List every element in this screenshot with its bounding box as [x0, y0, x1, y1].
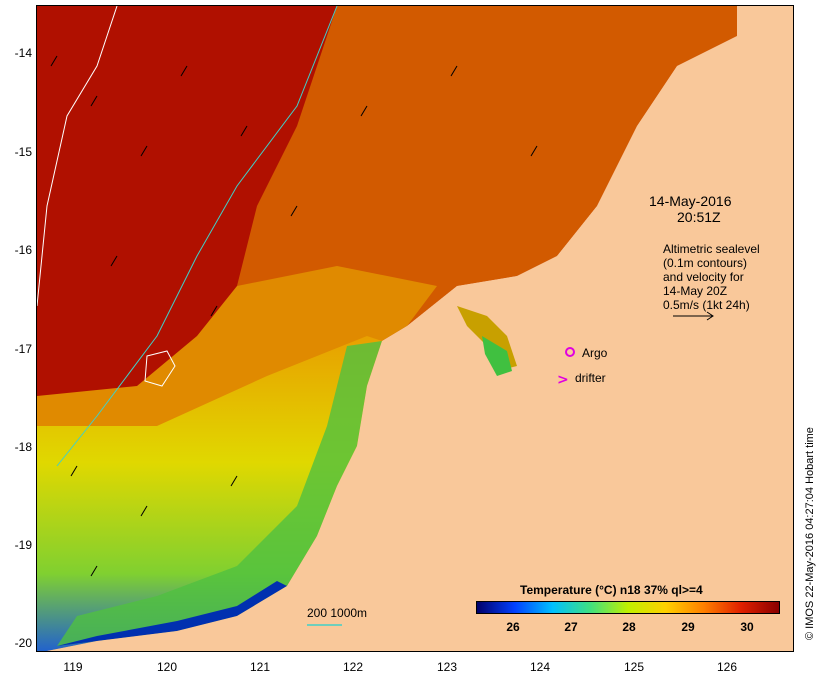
depth-legend-label: 200 1000m: [307, 606, 368, 620]
drifter-marker: >: [557, 372, 569, 388]
altimetry-note-2: (0.1m contours): [663, 256, 748, 270]
ocean-cool-shelf: [37, 336, 382, 651]
lat-label-17: -17: [14, 342, 32, 356]
altimetry-note-1: Altimetric sealevel: [663, 242, 760, 256]
ocean-orange-band: [237, 6, 737, 336]
colorbar-tick-30: 30: [740, 620, 754, 634]
king-sound-inner: [482, 336, 512, 376]
temperature-colorbar: [476, 601, 780, 614]
legend-argo-label: Argo: [582, 346, 608, 360]
colorbar-tick-27: 27: [564, 620, 578, 634]
land-kimberley: [47, 6, 793, 651]
contour-1000m: [37, 6, 118, 307]
lon-label-120: 120: [156, 660, 178, 674]
velocity-arrows: [50, 55, 538, 577]
contour-eddy: [144, 350, 176, 387]
ocean-coastal-green: [57, 341, 382, 646]
lon-label-121: 121: [249, 660, 271, 674]
altimetry-note-4: 14-May 20Z: [663, 284, 728, 298]
ocean-cold-edge: [57, 581, 287, 646]
sst-map-svg: >: [37, 6, 793, 651]
lat-label-18: -18: [14, 440, 32, 454]
credit-text: © IMOS 22-May-2016 04:27:04 Hobart time: [804, 427, 816, 640]
lat-label-16: -16: [14, 243, 32, 257]
argo-marker: [565, 347, 575, 357]
colorbar-tick-26: 26: [506, 620, 520, 634]
lon-label-126: 126: [716, 660, 738, 674]
colorbar-title: Temperature (°C) n18 37% ql>=4: [520, 583, 703, 597]
lat-label-14: -14: [14, 46, 32, 60]
sst-map[interactable]: > 14-May-2016 20:51Z Altimetric sealevel…: [36, 5, 794, 652]
lon-label-122: 122: [342, 660, 364, 674]
contour-200m: [56, 6, 338, 467]
legend-drifter-label: drifter: [575, 371, 606, 385]
lon-label-124: 124: [529, 660, 551, 674]
lat-label-15: -15: [14, 145, 32, 159]
lat-label-20: -20: [14, 636, 32, 650]
colorbar-tick-29: 29: [681, 620, 695, 634]
lon-label-125: 125: [623, 660, 645, 674]
altimetry-note-5: 0.5m/s (1kt 24h): [663, 298, 750, 312]
lat-label-19: -19: [14, 538, 32, 552]
lon-label-119: 119: [63, 660, 83, 674]
colorbar-tick-28: 28: [622, 620, 636, 634]
date-line-1: 14-May-2016: [649, 193, 732, 209]
date-line-2: 20:51Z: [677, 209, 721, 225]
lon-label-123: 123: [436, 660, 458, 674]
altimetry-note-3: and velocity for: [663, 270, 744, 284]
